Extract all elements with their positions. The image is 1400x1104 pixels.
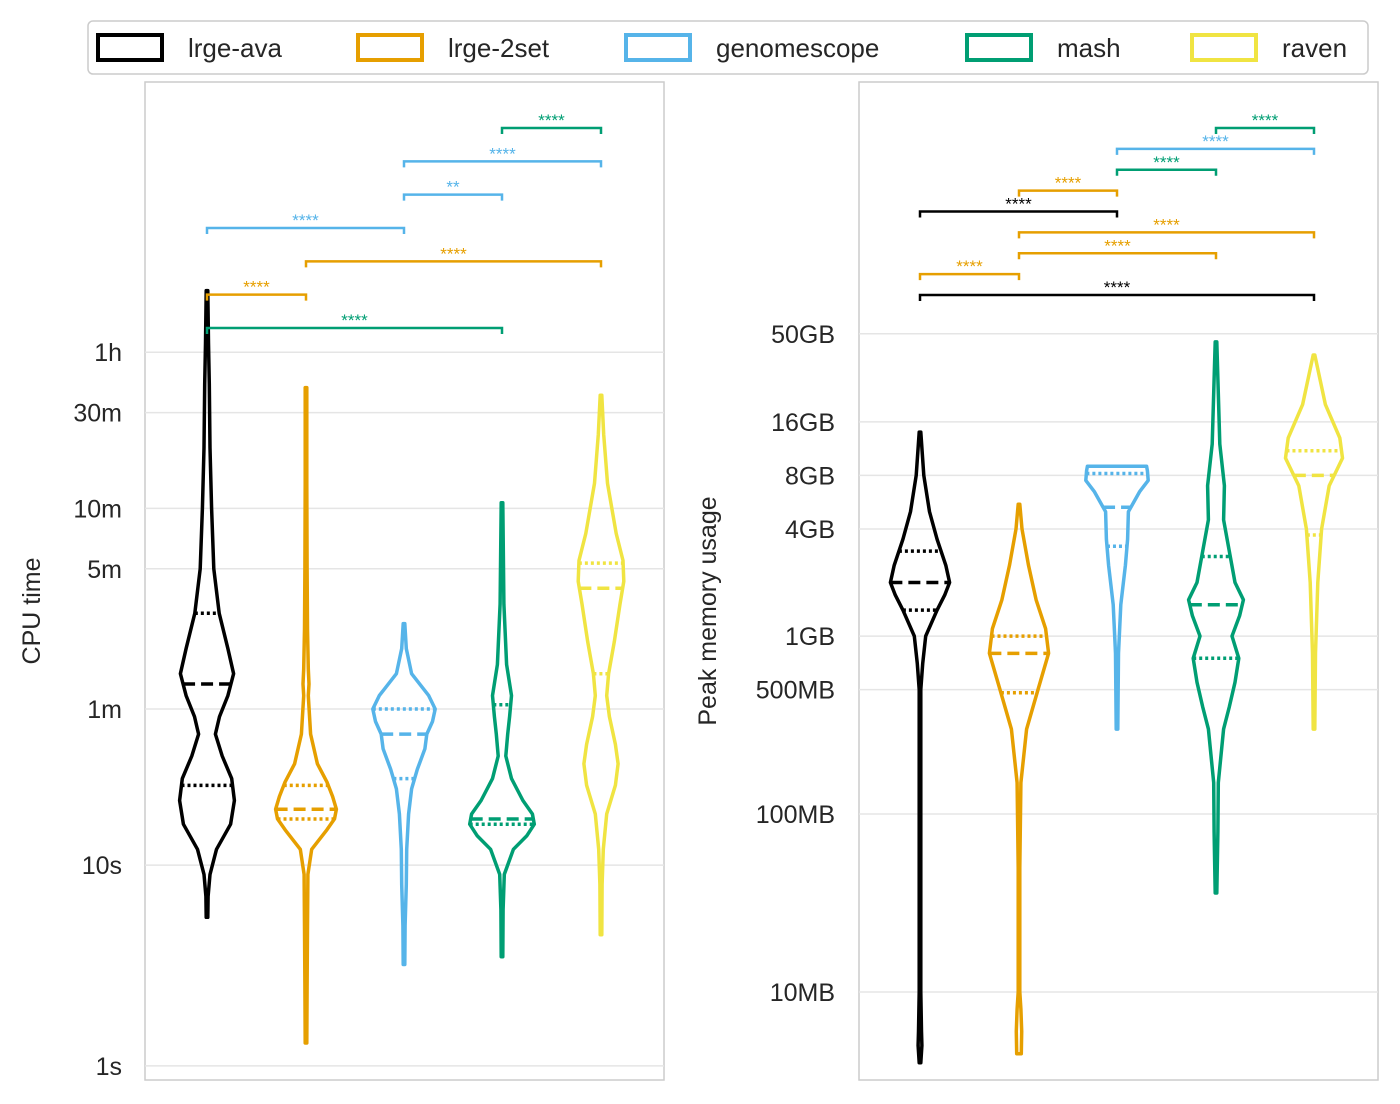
y-tick-label: 10MB [770,979,835,1007]
legend-label-mash: mash [1057,33,1121,63]
y-tick-label: 5m [87,556,122,584]
legend-label-lrge-2set: lrge-2set [448,33,550,63]
significance-label: **** [1005,195,1032,214]
violin-lrge-2set [987,502,1051,1056]
y-axis-label: CPU time [18,558,46,665]
y-tick-label: 500MB [756,677,835,705]
legend: lrge-ava lrge-2set genomescope mash raven [87,20,1369,75]
significance-bracket [1017,231,1316,239]
y-tick-label: 50GB [771,321,835,349]
significance-label: **** [956,257,983,276]
significance-bracket [918,293,1316,301]
significance-bracket [1017,189,1119,197]
significance-label: **** [1252,111,1279,130]
legend-swatch-mash [965,33,1033,62]
y-tick-label: 1s [96,1053,122,1081]
y-tick-label: 10s [82,852,122,880]
legend-label-raven: raven [1282,33,1347,63]
legend-swatch-lrge-2set [356,33,424,62]
significance-bracket [500,126,603,134]
legend-swatch-raven [1190,33,1258,62]
y-tick-label: 16GB [771,409,835,437]
significance-bracket [1115,168,1218,176]
y-tick-label: 1h [94,339,122,367]
violin-lrge-ava [177,288,237,920]
y-tick-label: 1m [87,696,122,724]
significance-bracket [402,160,603,168]
y-tick-label: 1GB [785,623,835,651]
significance-bracket [1115,147,1316,155]
y-tick-label: 10m [73,495,122,523]
violin-genomescope [371,621,437,967]
y-tick-label: 100MB [756,801,835,829]
significance-bracket [205,226,406,234]
significance-label: **** [1202,132,1229,151]
significance-bracket [1017,252,1218,260]
y-tick-label: 30m [73,400,122,428]
significance-label: **** [1104,278,1131,297]
significance-label: **** [1055,174,1082,193]
significance-bracket [304,260,603,268]
violin-lrge-ava [888,430,952,1065]
violin-lrge-2set [273,385,339,1045]
significance-bracket [918,272,1021,281]
violin-raven [576,393,626,937]
significance-bracket [918,210,1119,218]
significance-bracket [205,326,504,334]
peak-memory-panel: 10MB 100MB 500MB 1GB 4GB 8GB 16GB 50GB Peak memo… [694,81,1379,1081]
significance-label: **** [440,244,467,263]
violin-genomescope [1084,464,1150,731]
violin-mash [1186,340,1246,895]
significance-label: **** [538,111,565,130]
legend-swatch-lrge-ava [96,33,164,62]
violin-raven [1283,353,1345,731]
significance-bracket [402,193,504,201]
violin-mash [467,501,537,959]
significance-label: **** [1153,215,1180,234]
significance-label: **** [1104,236,1131,255]
significance-label: **** [341,311,368,330]
legend-swatch-genomescope [624,33,692,62]
significance-label: **** [292,211,319,230]
y-tick-label: 4GB [785,516,835,544]
significance-label: **** [489,144,516,163]
significance-label: **** [243,278,270,297]
significance-bracket [1214,126,1316,134]
y-tick-label: 8GB [785,462,835,490]
y-axis-label: Peak memory usage [694,496,722,725]
significance-label: **** [1153,153,1180,172]
significance-bracket [205,293,308,301]
legend-label-genomescope: genomescope [716,33,879,63]
legend-label-lrge-ava: lrge-ava [188,33,282,63]
significance-label: ** [446,178,460,197]
